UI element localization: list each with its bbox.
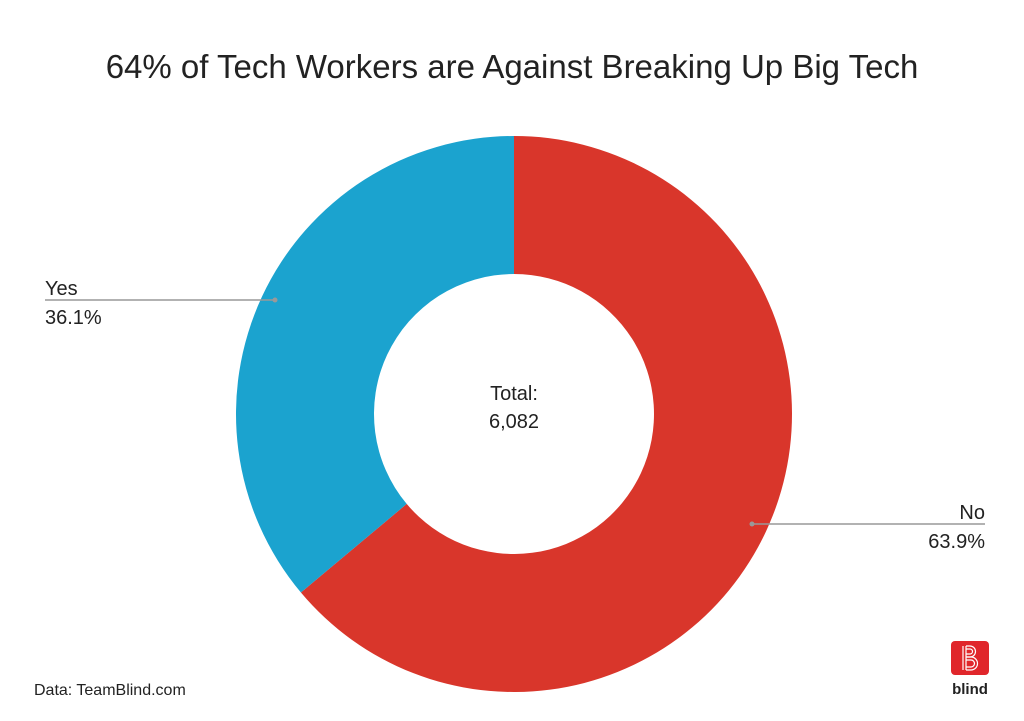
slice-no <box>300 136 792 693</box>
slice-yes <box>235 136 514 593</box>
slice-label-yes: Yes <box>45 278 78 300</box>
slice-label-no: No <box>959 502 985 524</box>
slice-value-yes: 36.1% <box>45 307 102 329</box>
leader-dot-yes <box>272 297 278 303</box>
slice-value-no: 63.9% <box>928 531 985 553</box>
center-label-total: Total: <box>490 383 538 405</box>
center-label-value: 6,082 <box>489 411 539 433</box>
source-note: Data: TeamBlind.com <box>34 682 186 699</box>
leader-dot-no <box>749 521 755 527</box>
svg-text:blind: blind <box>952 681 988 698</box>
chart-title: 64% of Tech Workers are Against Breaking… <box>106 48 919 85</box>
blind-logo: blind <box>951 641 989 698</box>
